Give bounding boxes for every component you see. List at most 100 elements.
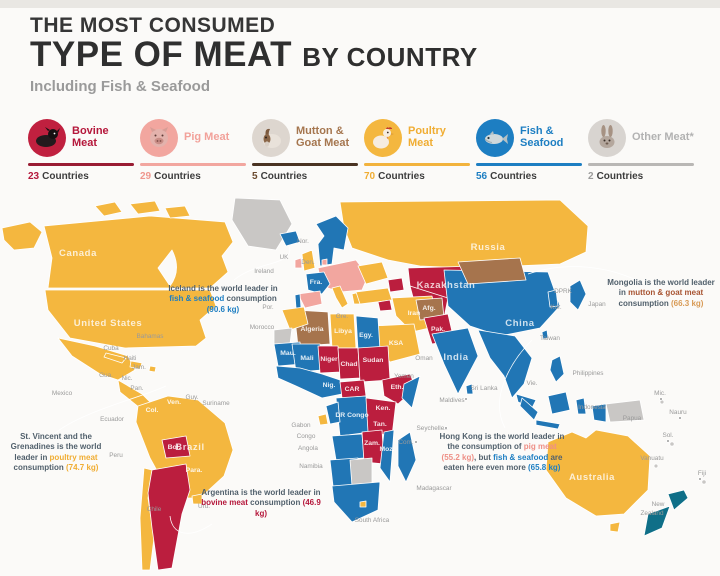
country-sulawesi	[575, 397, 587, 415]
country-alaska	[1, 221, 43, 251]
legend-count: 5 Countries	[252, 171, 308, 182]
map-label: Bol.	[168, 444, 181, 451]
legend-underline	[588, 163, 694, 166]
map-label: UK	[280, 254, 290, 261]
map-label: Pak.	[431, 326, 445, 333]
map-label: Fra.	[310, 279, 323, 286]
legend-item-fish: Fish & Seafood 56 Countries	[476, 116, 582, 182]
map-label: Madagascar	[416, 485, 452, 492]
legend-count: 70 Countries	[364, 171, 425, 182]
country-united-states	[44, 289, 217, 349]
map-label: Zealand	[640, 510, 664, 517]
country-botswana	[349, 457, 373, 487]
legend-item-pig: Pig Meat 29 Countries	[140, 116, 246, 182]
country-ukraine	[357, 261, 389, 285]
map-label: Haiti	[124, 355, 137, 362]
island-dot	[464, 397, 468, 401]
country-sudan	[357, 345, 391, 383]
country-somalia	[401, 375, 421, 409]
map-label: Canada	[59, 248, 97, 259]
map-label: Peru	[109, 452, 123, 459]
title-line2: TYPE OF MEAT BY COUNTRY	[30, 36, 478, 74]
map-label: Guy.	[185, 394, 198, 401]
legend-count: 23 Countries	[28, 171, 89, 182]
country-india	[431, 327, 479, 395]
island-dot	[666, 439, 670, 443]
map-labels: Canada United States Brazil Russia Kazakhsta…	[52, 238, 706, 524]
callout-st-vincent: St. Vincent and the Grenadines is the wo…	[10, 432, 102, 473]
caribbean-island	[148, 365, 157, 373]
map-label: Russia	[471, 242, 506, 253]
map-label: Zam.	[364, 440, 380, 447]
country-hispaniola	[129, 360, 143, 370]
arctic-island	[164, 205, 191, 219]
country-new-zealand-south	[643, 505, 671, 537]
map-label: Ireland	[254, 268, 274, 275]
map-label: Mau.	[280, 350, 296, 357]
island-dot	[659, 397, 663, 401]
map-label: Mali	[300, 355, 313, 362]
callout-mongolia: Mongolia is the world leader in mutton &…	[607, 278, 715, 308]
callout-line-iceland	[233, 245, 291, 281]
legend-item-bovine: Bovine Meat 23 Countries	[28, 116, 134, 182]
country-portugal	[294, 293, 302, 309]
country-sumatra	[519, 397, 539, 421]
chicken-icon	[364, 119, 402, 157]
country-spain	[297, 290, 323, 309]
country-argentina	[147, 463, 191, 571]
island-dot	[678, 416, 682, 420]
country-italy	[331, 285, 349, 309]
map-label: Gabon	[291, 422, 311, 429]
legend-item-poultry: Poultry Meat 70 Countries	[364, 116, 470, 182]
arctic-island	[94, 201, 123, 217]
map-label: Eth.	[391, 384, 404, 391]
map-label: Brazil	[175, 442, 204, 453]
map-label: South Africa	[355, 517, 390, 524]
country-scandinavia	[315, 215, 349, 267]
map-label: Tan.	[373, 421, 387, 428]
continent-africa	[273, 306, 421, 523]
country-denmark	[321, 258, 328, 266]
map-label: United States	[74, 318, 143, 329]
country-taiwan	[541, 329, 549, 340]
map-label: Kazakhstan	[417, 280, 476, 291]
map-label: Taiwan	[540, 335, 560, 342]
top-band	[0, 0, 720, 8]
legend-label: Pig Meat	[184, 131, 230, 144]
country-congo-gabon	[325, 401, 341, 425]
goat-icon	[252, 119, 290, 157]
map-dots	[414, 397, 702, 481]
map-label: Nauru	[669, 409, 687, 416]
continent-asia	[355, 257, 607, 430]
country-java	[535, 419, 561, 430]
map-label: Jam.	[132, 364, 146, 371]
country-iceland	[279, 230, 301, 247]
map-label: Angola	[298, 445, 318, 452]
map-label: Mic.	[654, 390, 666, 397]
legend-label: Other Meat*	[632, 131, 694, 144]
map-label: Nor.	[297, 238, 309, 245]
cow-icon	[28, 119, 66, 157]
country-borneo	[547, 391, 571, 415]
callout-line-argentina	[169, 515, 213, 534]
map-label: Bahamas	[137, 333, 164, 340]
map-label: Sol.	[662, 432, 673, 439]
map-label: Nic.	[121, 375, 132, 382]
map-label: Afg.	[422, 305, 435, 312]
country-turkey	[355, 287, 393, 305]
legend-underline	[364, 163, 470, 166]
pacific-island	[653, 463, 659, 469]
header: THE MOST CONSUMED TYPE OF MEAT BY COUNTR…	[30, 14, 478, 95]
map-label: Por.	[262, 304, 274, 311]
map-label: Col.	[146, 407, 159, 414]
map-label: Fiji	[698, 470, 706, 477]
legend-count: 56 Countries	[476, 171, 537, 182]
legend-underline	[476, 163, 582, 166]
island-dot	[444, 426, 448, 430]
callout-iceland: Iceland is the world leader in fish & se…	[168, 284, 278, 314]
country-mozambique	[379, 429, 395, 483]
country-morocco	[281, 306, 309, 331]
map-label: Den.	[301, 259, 315, 266]
map-label: Nig.	[323, 382, 336, 389]
